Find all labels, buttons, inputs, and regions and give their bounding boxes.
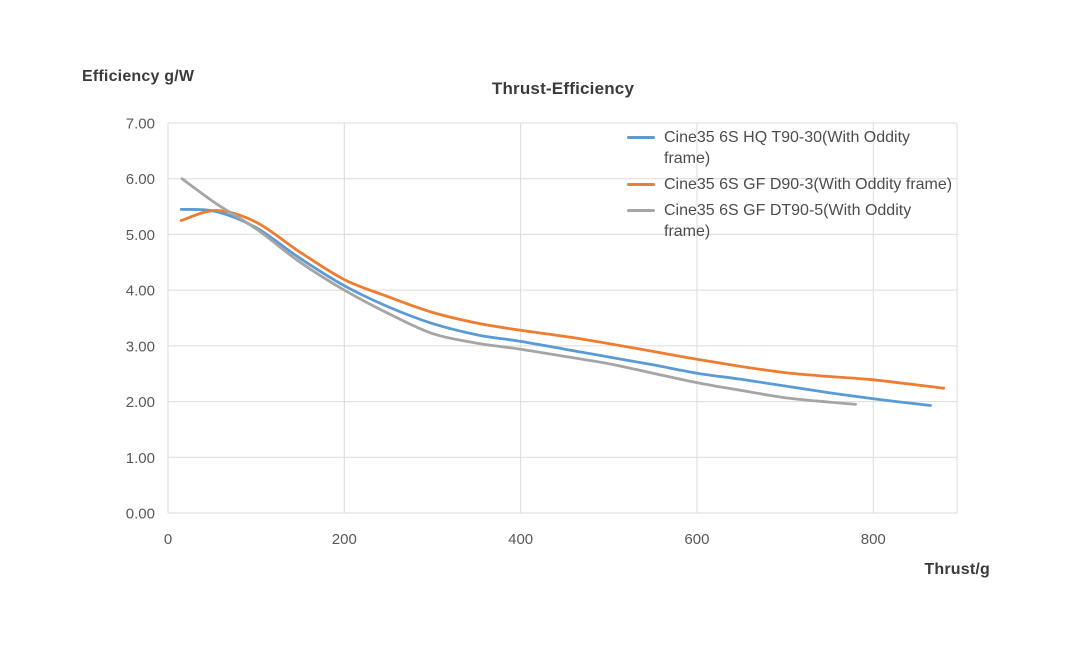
- x-axis-title: Thrust/g: [924, 561, 990, 578]
- y-tick-label: 4.00: [126, 283, 155, 300]
- legend-label: Cine35 6S GF DT90-5(With Oddity frame): [664, 202, 912, 240]
- x-tick-label: 800: [861, 531, 886, 548]
- legend-label: Cine35 6S HQ T90-30(With Oddity frame): [664, 129, 911, 167]
- legend-item-1: Cine35 6S GF D90-3(With Oddity frame): [627, 174, 957, 195]
- chart-title: Thrust-Efficiency: [491, 79, 635, 98]
- x-tick-label: 600: [684, 531, 709, 548]
- series-line-2: [180, 177, 857, 406]
- gridlines: [167, 122, 958, 514]
- x-tick-label: 400: [508, 531, 533, 548]
- y-tick-label: 1.00: [126, 450, 155, 467]
- legend-line-swatch: [627, 136, 655, 139]
- y-tick-label: 0.00: [126, 506, 155, 523]
- series-lines: [179, 177, 946, 407]
- legend-item-0: Cine35 6S HQ T90-30(With Oddity frame): [627, 127, 957, 169]
- y-tick-label: 5.00: [126, 227, 155, 244]
- y-axis-title: Efficiency g/W: [82, 68, 195, 85]
- x-tick-label: 200: [332, 531, 357, 548]
- axis-tick-labels: 7.00 6.00 5.00 4.00 3.00 2.00 1.00 0.00 0 200 400 6…: [126, 116, 886, 549]
- x-tick-label: 0: [164, 531, 172, 548]
- legend-line-swatch: [627, 209, 655, 212]
- series-line-0: [179, 208, 932, 407]
- y-tick-label: 2.00: [126, 394, 155, 411]
- y-tick-label: 7.00: [126, 116, 155, 133]
- legend-line-swatch: [627, 183, 655, 186]
- series-line-1: [179, 209, 946, 390]
- y-tick-label: 3.00: [126, 338, 155, 355]
- legend: Cine35 6S HQ T90-30(With Oddity frame) Ci…: [627, 127, 957, 247]
- legend-item-2: Cine35 6S GF DT90-5(With Oddity frame): [627, 200, 957, 242]
- legend-label: Cine35 6S GF D90-3(With Oddity frame): [664, 176, 953, 193]
- y-tick-label: 6.00: [126, 171, 155, 188]
